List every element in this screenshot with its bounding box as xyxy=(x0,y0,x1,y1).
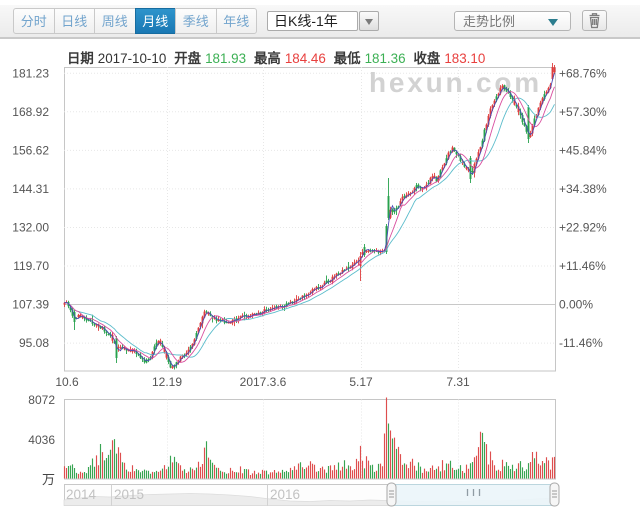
svg-text:5.17: 5.17 xyxy=(349,375,373,389)
svg-text:132.00: 132.00 xyxy=(12,221,49,235)
svg-text:+11.46%: +11.46% xyxy=(559,259,606,273)
svg-text:95.08: 95.08 xyxy=(19,336,49,350)
svg-text:10.6: 10.6 xyxy=(55,375,79,389)
svg-text:2017.3.6: 2017.3.6 xyxy=(240,375,287,389)
svg-text:2015: 2015 xyxy=(114,487,144,502)
svg-text:168.92: 168.92 xyxy=(12,105,49,119)
svg-text:万: 万 xyxy=(42,472,55,487)
svg-text:156.62: 156.62 xyxy=(12,143,49,157)
svg-text:144.31: 144.31 xyxy=(12,182,49,196)
svg-text:+22.92%: +22.92% xyxy=(559,221,607,235)
svg-text:4036: 4036 xyxy=(28,433,55,447)
svg-text:hexun.com: hexun.com xyxy=(369,67,542,98)
svg-text:2016: 2016 xyxy=(270,487,300,502)
svg-text:-11.46%: -11.46% xyxy=(559,336,603,350)
svg-text:+68.76%: +68.76% xyxy=(559,66,607,80)
svg-text:7.31: 7.31 xyxy=(446,375,470,389)
svg-text:+57.30%: +57.30% xyxy=(559,105,607,119)
svg-text:+34.38%: +34.38% xyxy=(559,182,607,196)
svg-text:8072: 8072 xyxy=(28,393,55,407)
svg-text:119.70: 119.70 xyxy=(13,259,49,273)
svg-text:+45.84%: +45.84% xyxy=(559,143,607,157)
svg-text:12.19: 12.19 xyxy=(152,375,182,389)
svg-text:181.23: 181.23 xyxy=(12,66,49,80)
svg-text:2014: 2014 xyxy=(66,487,97,502)
svg-text:107.39: 107.39 xyxy=(12,298,49,312)
svg-text:0.00%: 0.00% xyxy=(559,298,593,312)
